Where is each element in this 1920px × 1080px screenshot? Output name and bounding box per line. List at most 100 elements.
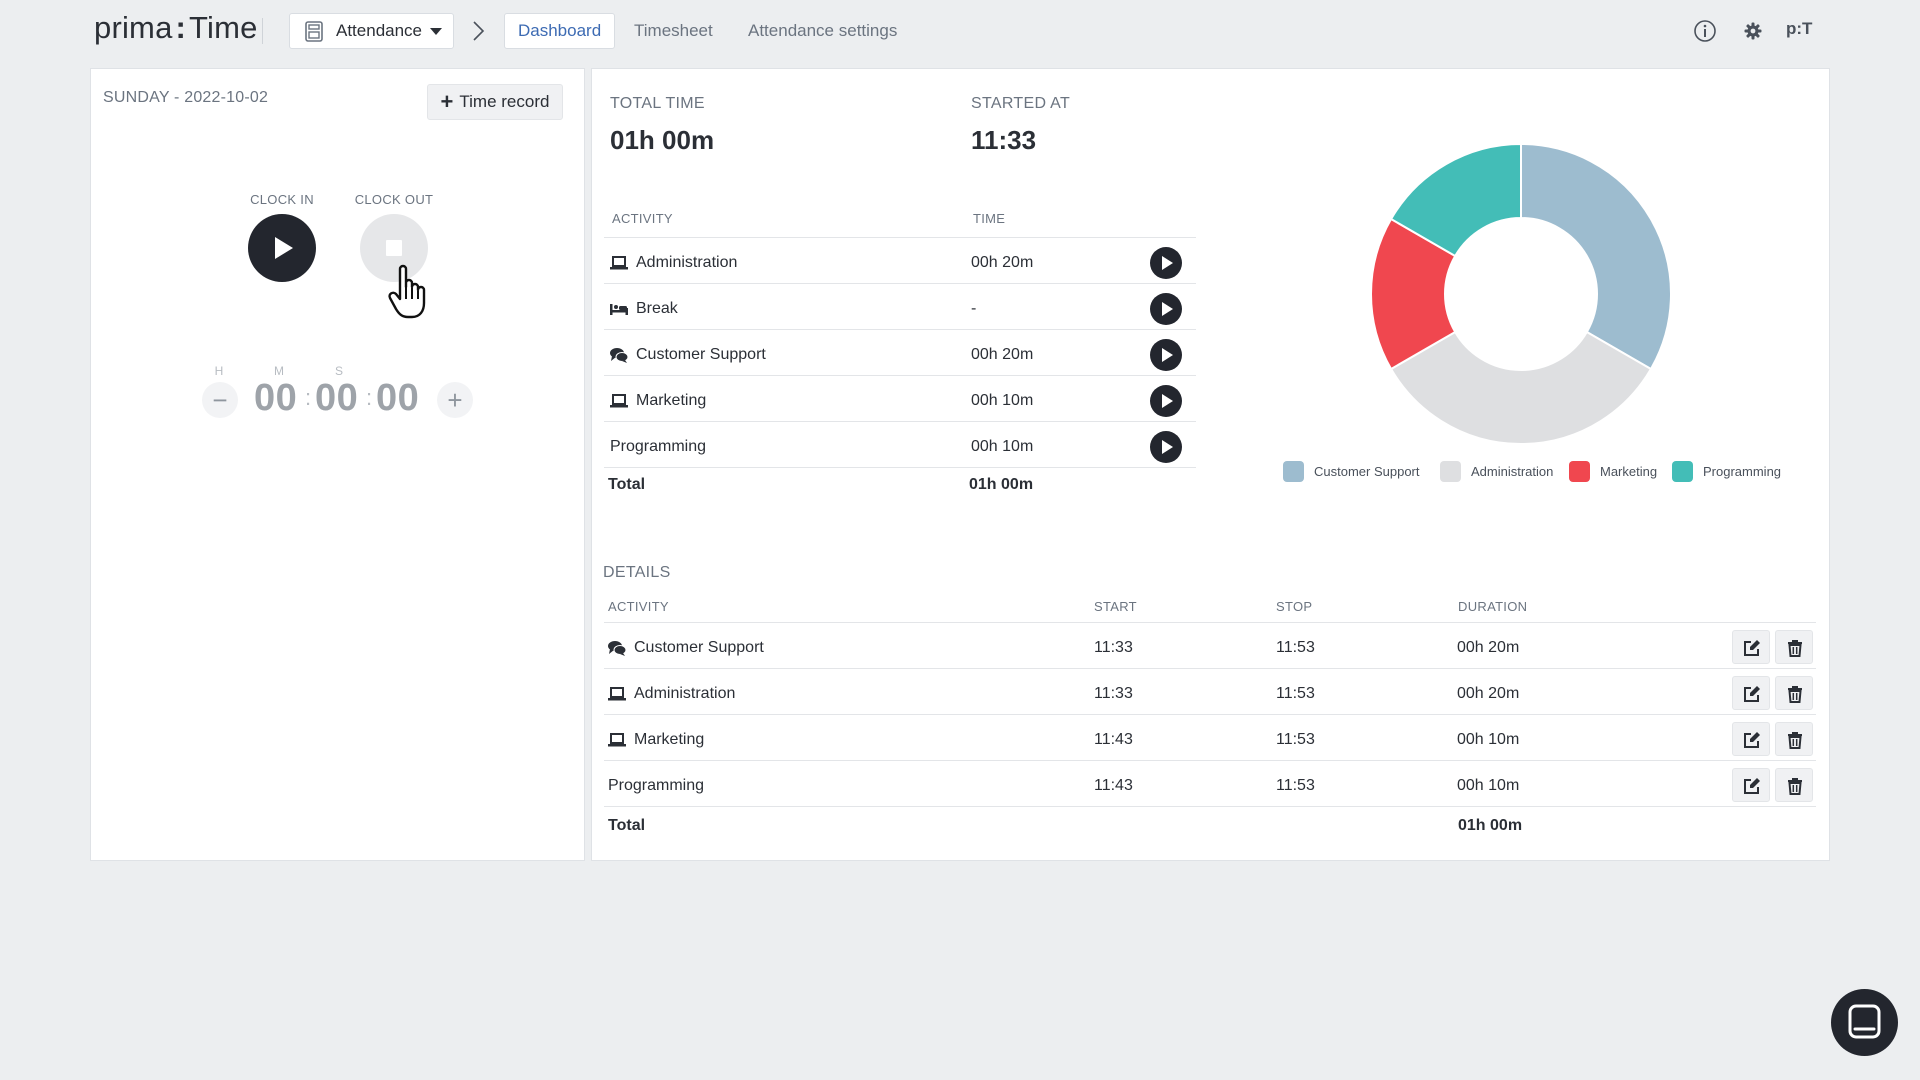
details-start-header: START	[1094, 599, 1137, 614]
delete-record-button[interactable]	[1775, 676, 1813, 710]
row-divider	[604, 467, 1196, 468]
activities-total-value: 01h 00m	[969, 476, 1034, 493]
row-divider	[604, 714, 1816, 715]
donut-slice-administration[interactable]	[1389, 330, 1653, 445]
seconds-value[interactable]: 00	[376, 377, 420, 419]
legend-item-programming[interactable]: Programming	[1672, 461, 1781, 482]
started-at-value: 11:33	[971, 125, 1037, 155]
legend-label: Administration	[1471, 464, 1554, 479]
tab-dashboard[interactable]: Dashboard	[504, 13, 616, 49]
row-divider	[604, 283, 1196, 284]
donut-slice-programming[interactable]	[1389, 142, 1522, 258]
legend-label: Marketing	[1600, 464, 1658, 479]
time-separator: :	[366, 385, 373, 410]
logo-text-prima: prima	[94, 10, 173, 45]
started-at-label: STARTED AT	[971, 95, 1071, 112]
module-selector-label: Attendance	[336, 21, 423, 40]
legend-item-customer-support[interactable]: Customer Support	[1283, 461, 1420, 482]
play-icon	[1162, 394, 1173, 408]
edit-icon	[1744, 732, 1760, 748]
chat-launcher-button[interactable]	[1831, 989, 1898, 1056]
hours-value[interactable]: 00	[254, 377, 298, 419]
activity-name: Break	[636, 300, 678, 317]
add-time-record-button[interactable]: + Time record	[427, 84, 563, 120]
start-activity-button[interactable]	[1150, 431, 1182, 463]
play-icon	[1162, 302, 1173, 316]
activity-name: Programming	[610, 438, 707, 455]
details-duration-header: DURATION	[1458, 599, 1528, 614]
total-time-label: TOTAL TIME	[610, 95, 705, 112]
activity-row-break: Break	[610, 295, 678, 323]
edit-record-button[interactable]	[1732, 630, 1770, 664]
delete-record-button[interactable]	[1775, 722, 1813, 756]
laptop-icon	[610, 256, 628, 270]
donut-slice-customer-support[interactable]	[1520, 142, 1672, 371]
activity-time: 00h 10m	[971, 392, 1034, 409]
start-activity-button[interactable]	[1150, 293, 1182, 325]
start-activity-button[interactable]	[1150, 339, 1182, 371]
activity-name: Marketing	[636, 392, 707, 409]
app-logo[interactable]: prima:Time	[94, 10, 258, 46]
legend-label: Programming	[1703, 464, 1782, 479]
activity-row-programming: Programming	[610, 433, 706, 461]
row-divider	[604, 237, 1196, 238]
delete-record-button[interactable]	[1775, 630, 1813, 664]
play-icon	[1162, 348, 1173, 362]
detail-activity-name: Administration	[634, 685, 736, 702]
row-divider	[604, 375, 1196, 376]
clock-in-button[interactable]	[248, 214, 316, 282]
activity-row-marketing: Marketing	[610, 387, 706, 415]
row-divider	[604, 622, 1816, 623]
info-icon[interactable]	[1692, 18, 1718, 44]
dashboard-panel: TOTAL TIME 01h 00m STARTED AT 11:33 ACTI…	[591, 68, 1830, 861]
tab-timesheet[interactable]: Timesheet	[634, 21, 713, 40]
module-selector[interactable]: Attendance	[289, 13, 454, 49]
increment-time-button[interactable]: +	[437, 382, 473, 418]
details-stop-header: STOP	[1276, 599, 1313, 614]
delete-record-button[interactable]	[1775, 768, 1813, 802]
total-time-value: 01h 00m	[610, 125, 715, 155]
play-icon	[1162, 440, 1173, 454]
tab-attendance-settings[interactable]: Attendance settings	[748, 21, 898, 40]
laptop-icon	[608, 733, 626, 747]
detail-activity-name: Programming	[608, 777, 705, 794]
activity-name: Administration	[636, 254, 738, 271]
detail-start: 11:33	[1094, 639, 1133, 656]
gear-icon[interactable]	[1740, 18, 1766, 44]
clock-in-label: CLOCK IN	[250, 192, 314, 207]
logo-divider	[262, 18, 263, 44]
detail-row-administration: Administration	[608, 680, 735, 708]
detail-stop: 11:53	[1276, 731, 1315, 748]
plus-icon: +	[440, 89, 454, 114]
detail-activity-name: Marketing	[634, 731, 705, 748]
activity-donut-chart	[1370, 142, 1672, 445]
decrement-time-button[interactable]: −	[202, 382, 238, 418]
legend-item-administration[interactable]: Administration	[1440, 461, 1553, 482]
detail-start: 11:43	[1094, 731, 1133, 748]
row-divider	[604, 668, 1816, 669]
activity-column-header: ACTIVITY	[612, 211, 673, 226]
detail-start: 11:43	[1094, 777, 1133, 794]
logo-text-colon: :	[175, 10, 187, 45]
legend-item-marketing[interactable]: Marketing	[1569, 461, 1657, 482]
legend-swatch	[1672, 461, 1693, 482]
start-activity-button[interactable]	[1150, 385, 1182, 417]
time-clock-icon	[305, 21, 323, 42]
user-avatar[interactable]: p:T	[1786, 19, 1813, 38]
edit-record-button[interactable]	[1732, 768, 1770, 802]
edit-record-button[interactable]	[1732, 722, 1770, 756]
activity-row-customer-support: Customer Support	[610, 341, 766, 369]
donut-slice-marketing[interactable]	[1370, 217, 1457, 371]
edit-record-button[interactable]	[1732, 676, 1770, 710]
laptop-icon	[608, 687, 626, 701]
trash-icon	[1788, 640, 1802, 657]
row-divider	[604, 806, 1816, 807]
details-total-value: 01h 00m	[1458, 817, 1523, 834]
clock-out-button[interactable]	[360, 214, 428, 282]
detail-activity-name: Customer Support	[634, 639, 764, 656]
start-activity-button[interactable]	[1150, 247, 1182, 279]
minutes-value[interactable]: 00	[315, 377, 359, 419]
detail-stop: 11:53	[1276, 777, 1315, 794]
time-separator: :	[305, 385, 312, 410]
play-icon	[1162, 256, 1173, 270]
